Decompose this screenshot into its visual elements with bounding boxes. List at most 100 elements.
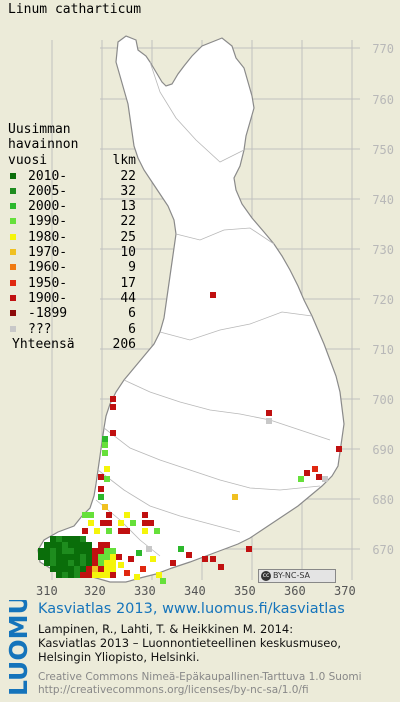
occurrence-square <box>154 528 160 534</box>
occurrence-square <box>50 560 56 566</box>
occurrence-square <box>102 450 108 456</box>
grid-label-easting: 330 <box>134 584 156 598</box>
occurrence-square <box>98 560 104 566</box>
occurrence-square <box>98 494 104 500</box>
legend-swatch <box>10 294 16 301</box>
legend-count: 22 <box>120 168 136 184</box>
occurrence-square <box>80 542 86 548</box>
legend: Uusimman havainnon vuosi lkm 2010- 22 2005… <box>8 122 136 353</box>
legend-row: 1900- 44 <box>8 291 136 306</box>
grid-label-northing: 700 <box>372 393 394 407</box>
occurrence-square <box>110 566 116 572</box>
legend-count: 9 <box>128 260 136 276</box>
grid-label-northing: 690 <box>372 443 394 457</box>
occurrence-square <box>104 466 110 472</box>
occurrence-square <box>92 548 98 554</box>
occurrence-square <box>98 554 104 560</box>
occurrence-square <box>68 566 74 572</box>
legend-count: 25 <box>120 229 136 245</box>
legend-row: 1990- 22 <box>8 214 136 229</box>
occurrence-square <box>186 552 192 558</box>
occurrence-square <box>56 554 62 560</box>
occurrence-square <box>80 554 86 560</box>
occurrence-square <box>124 570 130 576</box>
occurrence-square <box>74 548 80 554</box>
occurrence-square <box>80 548 86 554</box>
occurrence-square <box>68 560 74 566</box>
occurrence-square <box>118 528 124 534</box>
grid-label-northing: 710 <box>372 343 394 357</box>
legend-header-year: vuosi <box>8 152 48 168</box>
legend-period: 2010- <box>28 168 68 184</box>
occurrence-square <box>80 572 86 578</box>
reference-line-2: Kasviatlas 2013 – Luonnontieteellinen ke… <box>38 636 342 650</box>
occurrence-square <box>98 474 104 480</box>
legend-swatch <box>10 233 16 240</box>
occurrence-square <box>104 566 110 572</box>
occurrence-square <box>68 536 74 542</box>
legend-swatch <box>10 249 16 256</box>
occurrence-square <box>102 504 108 510</box>
legend-count: 13 <box>120 199 136 215</box>
legend-count: 32 <box>120 183 136 199</box>
occurrence-square <box>92 572 98 578</box>
legend-period: 1960- <box>28 260 68 276</box>
occurrence-square <box>104 572 110 578</box>
occurrence-square <box>128 556 134 562</box>
occurrence-square <box>148 520 154 526</box>
occurrence-square <box>104 560 110 566</box>
distribution-map <box>37 35 360 584</box>
legend-swatch <box>10 325 16 332</box>
occurrence-square <box>104 542 110 548</box>
occurrence-square <box>86 548 92 554</box>
occurrence-square <box>98 486 104 492</box>
occurrence-square <box>104 548 110 554</box>
occurrence-square <box>56 560 62 566</box>
occurrence-square <box>44 548 50 554</box>
occurrence-square <box>142 528 148 534</box>
occurrence-square <box>86 554 92 560</box>
legend-swatch <box>10 310 16 317</box>
legend-header-2: havainnon <box>8 137 79 153</box>
luomus-logo: LUOMUS <box>4 600 32 698</box>
legend-period: 1970- <box>28 245 68 261</box>
occurrence-square <box>86 572 92 578</box>
occurrence-square <box>110 560 116 566</box>
occurrence-square <box>62 560 68 566</box>
occurrence-square <box>38 554 44 560</box>
license-line-2: http://creativecommons.org/licenses/by-n… <box>38 684 309 696</box>
occurrence-square <box>62 554 68 560</box>
occurrence-square <box>210 292 216 298</box>
occurrence-square <box>110 396 116 402</box>
occurrence-square <box>62 572 68 578</box>
grid-label-northing: 750 <box>372 143 394 157</box>
occurrence-square <box>316 474 322 480</box>
occurrence-square <box>88 520 94 526</box>
occurrence-square <box>202 556 208 562</box>
occurrence-square <box>44 554 50 560</box>
grid-label-northing: 740 <box>372 193 394 207</box>
grid-label-easting: 340 <box>184 584 206 598</box>
occurrence-square <box>246 546 252 552</box>
legend-count: 22 <box>120 214 136 230</box>
occurrence-square <box>110 548 116 554</box>
occurrence-square <box>98 566 104 572</box>
legend-period: 2005- <box>28 183 68 199</box>
occurrence-square <box>134 574 140 580</box>
occurrence-square <box>116 554 122 560</box>
occurrence-square <box>106 528 112 534</box>
occurrence-square <box>130 520 136 526</box>
occurrence-square <box>50 548 56 554</box>
license-line-1: Creative Commons Nimeä-Epäkaupallinen-Ta… <box>38 671 362 683</box>
legend-period: -1899 <box>28 306 68 322</box>
occurrence-square <box>92 560 98 566</box>
occurrence-square <box>38 548 44 554</box>
occurrence-square <box>44 560 50 566</box>
occurrence-square <box>86 566 92 572</box>
cc-icon: cc <box>261 571 271 581</box>
occurrence-square <box>104 476 110 482</box>
legend-header-count: lkm <box>112 152 136 168</box>
occurrence-square <box>92 566 98 572</box>
occurrence-square <box>178 546 184 552</box>
grid-label-easting: 360 <box>284 584 306 598</box>
